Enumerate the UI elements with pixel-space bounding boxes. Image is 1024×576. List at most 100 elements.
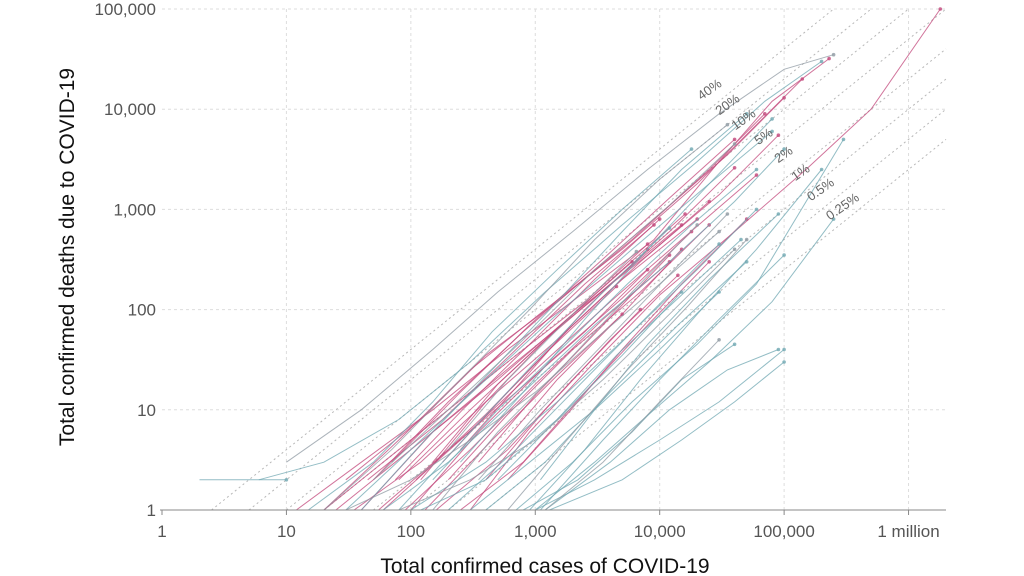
series-end-point bbox=[717, 229, 721, 234]
axes bbox=[160, 509, 946, 515]
series-end-point bbox=[776, 347, 781, 352]
series-end-point bbox=[819, 59, 824, 64]
series-end-point bbox=[938, 7, 943, 11]
country-series-line bbox=[435, 309, 641, 511]
country-series-line bbox=[323, 124, 728, 511]
fatality-rate-label: 2% bbox=[771, 143, 795, 166]
y-tick-label: 100,000 bbox=[95, 0, 156, 19]
country-series-line bbox=[460, 118, 773, 463]
country-series-line bbox=[286, 54, 834, 463]
series-end-point bbox=[717, 242, 721, 246]
country-series-line bbox=[540, 254, 785, 511]
series-end-point bbox=[819, 167, 824, 172]
country-series-line bbox=[308, 148, 692, 511]
country-series-line bbox=[469, 8, 941, 511]
series-end-point bbox=[695, 217, 699, 221]
series-end-point bbox=[707, 260, 711, 264]
x-tick-label: 1,000 bbox=[514, 522, 557, 541]
country-series-line bbox=[544, 349, 779, 511]
series-end-point bbox=[725, 212, 730, 216]
x-tick-label: 1 bbox=[157, 522, 166, 541]
country-series-line bbox=[367, 224, 655, 481]
fatality-rate-line bbox=[211, 8, 834, 511]
x-tick-label: 10,000 bbox=[634, 522, 686, 541]
x-tick-label: 100,000 bbox=[753, 522, 814, 541]
series-end-point bbox=[645, 267, 650, 272]
series-end-point bbox=[732, 247, 737, 252]
country-series-line bbox=[447, 251, 637, 451]
country-series-line bbox=[398, 227, 670, 511]
country-series-line bbox=[432, 261, 633, 463]
series-end-point bbox=[732, 142, 737, 146]
series-end-point bbox=[782, 347, 786, 352]
series-end-point bbox=[689, 229, 694, 234]
country-series-line bbox=[394, 218, 661, 481]
country-series-line bbox=[296, 58, 830, 511]
fatality-rate-label: 0.5% bbox=[804, 174, 837, 204]
series-end-point bbox=[732, 342, 737, 347]
country-series-line bbox=[258, 60, 822, 481]
country-series-line bbox=[497, 248, 682, 451]
series-end-point bbox=[841, 137, 846, 142]
series-end-point bbox=[770, 117, 774, 121]
fatality-rate-line bbox=[323, 8, 947, 511]
country-series-line bbox=[410, 209, 757, 511]
country-series-line bbox=[335, 134, 779, 511]
country-series-line bbox=[529, 169, 822, 511]
series-end-point bbox=[782, 96, 786, 100]
series-end-point bbox=[732, 166, 737, 170]
country-series-line bbox=[432, 224, 698, 511]
y-tick-label: 1,000 bbox=[113, 200, 156, 219]
country-series-line bbox=[549, 361, 785, 511]
x-tick-label: 100 bbox=[397, 522, 425, 541]
series-end-point bbox=[284, 478, 289, 482]
fatality-rate-line bbox=[447, 108, 947, 511]
fatality-rate-lines bbox=[211, 8, 947, 511]
series-end-point bbox=[776, 133, 781, 137]
country-series-line bbox=[540, 213, 779, 481]
country-series-line bbox=[447, 243, 720, 511]
fatality-rate-line bbox=[248, 8, 872, 511]
country-series-line bbox=[432, 169, 757, 481]
series-end-point bbox=[754, 173, 759, 177]
series-end-point bbox=[667, 226, 672, 230]
country-series-line bbox=[515, 139, 844, 511]
country-series-line bbox=[382, 148, 785, 511]
series-end-point bbox=[717, 290, 721, 294]
fatality-rate-line bbox=[286, 8, 909, 511]
series-end-point bbox=[689, 147, 694, 151]
series-end-point bbox=[782, 253, 786, 257]
series-end-point bbox=[827, 56, 831, 61]
y-tick-label: 10,000 bbox=[104, 100, 156, 119]
country-series-line bbox=[485, 274, 679, 481]
series-end-point bbox=[770, 129, 774, 134]
series-end-point bbox=[679, 290, 684, 294]
country-series-line bbox=[544, 339, 720, 511]
y-axis-title: Total confirmed deaths due to COVID-19 bbox=[56, 68, 79, 446]
country-series-line bbox=[460, 261, 710, 511]
series-end-point bbox=[683, 212, 687, 216]
y-tick-label: 10 bbox=[137, 401, 156, 420]
series-end-point bbox=[776, 212, 781, 216]
grid-lines bbox=[162, 8, 946, 510]
series-end-point bbox=[782, 147, 786, 151]
x-tick-label: 1 million bbox=[877, 522, 939, 541]
country-series-line bbox=[497, 239, 742, 481]
fatality-rate-label: 40% bbox=[694, 75, 724, 102]
series-end-point bbox=[679, 223, 684, 227]
series-end-point bbox=[695, 223, 699, 227]
series-end-point bbox=[739, 237, 743, 242]
fatality-rate-line bbox=[410, 78, 947, 511]
country-series-line bbox=[507, 239, 748, 511]
series-end-point bbox=[800, 77, 805, 81]
series-end-point bbox=[831, 52, 836, 57]
series-end-point bbox=[744, 112, 749, 116]
series-end-point bbox=[744, 237, 749, 242]
series-end-point bbox=[754, 207, 759, 212]
country-series-line bbox=[373, 143, 735, 481]
series-end-point bbox=[717, 338, 721, 342]
country-series-line bbox=[485, 261, 748, 511]
country-series-line bbox=[398, 248, 735, 511]
series-end-point bbox=[782, 360, 786, 364]
